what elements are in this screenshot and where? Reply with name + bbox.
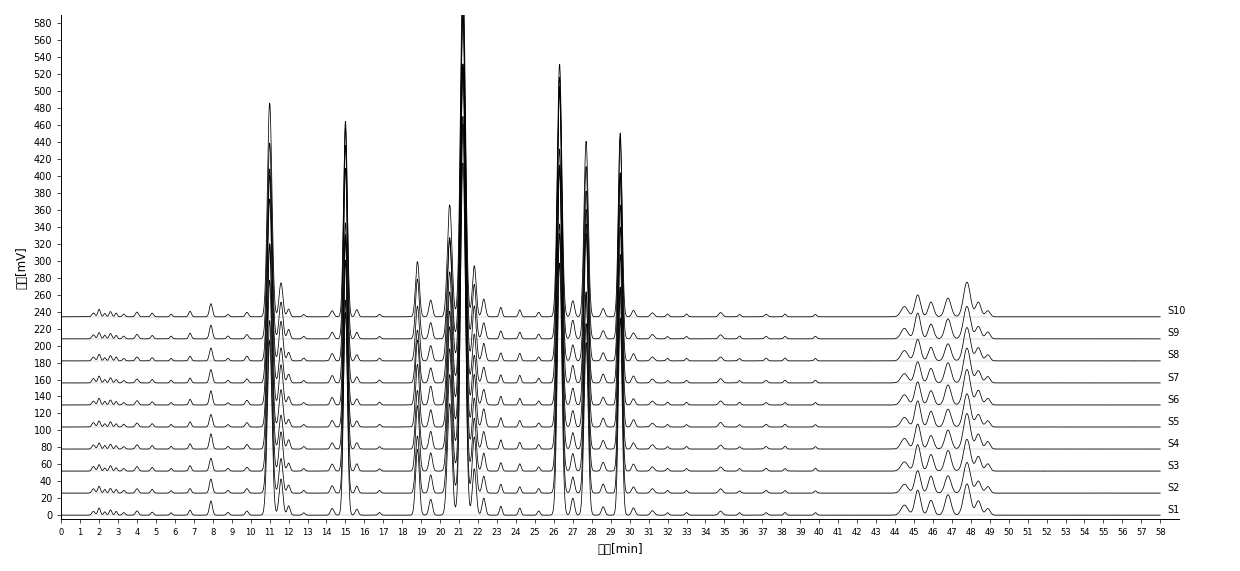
Text: S10: S10 [1168,307,1187,316]
Text: S5: S5 [1168,417,1180,427]
Text: S9: S9 [1168,328,1180,339]
Text: S8: S8 [1168,351,1180,360]
Text: S4: S4 [1168,439,1180,449]
Y-axis label: 信号[mV]: 信号[mV] [15,246,29,288]
Text: S2: S2 [1168,482,1180,493]
Text: S7: S7 [1168,372,1180,383]
Text: S1: S1 [1168,505,1180,514]
Text: S3: S3 [1168,461,1180,471]
Text: S6: S6 [1168,395,1180,404]
X-axis label: 时间[min]: 时间[min] [598,543,644,556]
